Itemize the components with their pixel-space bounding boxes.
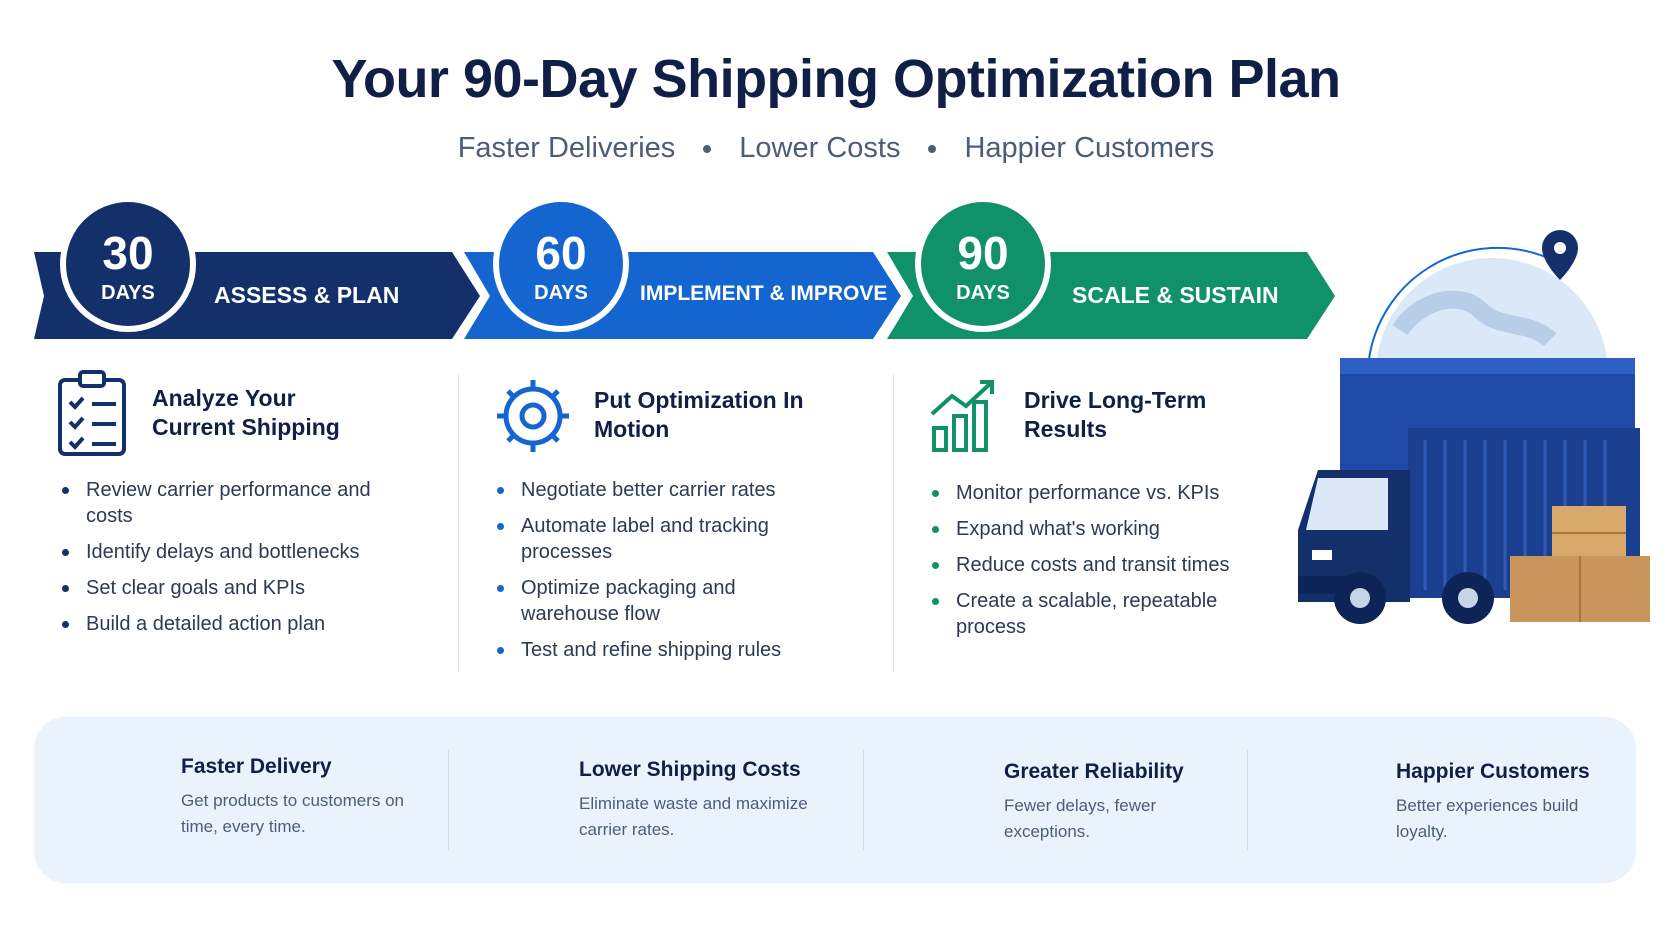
phase-label: SCALE & SUSTAIN <box>1072 282 1279 308</box>
separator <box>928 145 937 154</box>
circle <box>921 202 1045 326</box>
benefit-text: Fewer delays, fewer exceptions. <box>1004 796 1157 841</box>
bullet-item: Test and refine shipping rules <box>495 637 825 663</box>
clipboard-icon <box>58 370 126 456</box>
bullet-item: Reduce costs and transit times <box>930 552 1260 578</box>
benefit-text: Eliminate waste and maximize carrier rat… <box>579 794 808 839</box>
benefit-text: Better experiences build loyalty. <box>1396 796 1579 841</box>
bullet-list: Negotiate better carrier rates Automate l… <box>495 477 825 673</box>
column-heading: Analyze Your Current Shipping <box>152 385 340 440</box>
bullet-item: Automate label and tracking processes <box>495 513 825 565</box>
benefit-text: Get products to customers on time, every… <box>181 791 404 836</box>
bullet-item: Negotiate better carrier rates <box>495 477 825 503</box>
phase-label: ASSESS & PLAN <box>214 282 400 308</box>
title: Your 90-Day Shipping Optimization Plan <box>331 49 1341 109</box>
phase-unit: DAYS <box>534 282 588 304</box>
bullet-item: Monitor performance vs. KPIs <box>930 480 1260 506</box>
phase-number: 30 <box>102 227 154 279</box>
column-heading: Drive Long-Term Results <box>1024 387 1207 442</box>
benefit-title: Faster Delivery <box>181 755 332 778</box>
column-heading: Put Optimization In Motion <box>594 387 804 442</box>
subtitle-item: Lower Costs <box>739 132 901 164</box>
phase-number: 60 <box>535 227 587 279</box>
truck-illustration <box>1298 230 1650 624</box>
divider <box>448 750 449 850</box>
bullet-item: Set clear goals and KPIs <box>60 575 380 601</box>
bullet-item: Optimize packaging and warehouse flow <box>495 575 825 627</box>
bullet-item: Build a detailed action plan <box>60 611 380 637</box>
divider <box>863 750 864 850</box>
separator <box>703 145 712 154</box>
divider <box>893 375 894 672</box>
phase-unit: DAYS <box>101 282 155 304</box>
gear-icon <box>497 380 569 452</box>
phase-unit: DAYS <box>956 282 1010 304</box>
phase-number: 90 <box>957 227 1009 279</box>
subtitle: Faster Deliveries Lower Costs Happier Cust… <box>0 132 1672 165</box>
bullet-item: Identify delays and bottlenecks <box>60 539 380 565</box>
divider <box>1247 750 1248 850</box>
circle <box>66 202 190 326</box>
growth-icon <box>930 380 994 452</box>
bullet-item: Expand what's working <box>930 516 1260 542</box>
bullet-list: Review carrier performance and costs Iden… <box>60 477 380 647</box>
subtitle-item: Happier Customers <box>964 132 1215 164</box>
benefit-title: Greater Reliability <box>1004 760 1184 783</box>
circle <box>499 202 623 326</box>
benefit-title: Lower Shipping Costs <box>579 758 801 781</box>
bullet-item: Create a scalable, repeatable process <box>930 588 1260 640</box>
benefit-title: Happier Customers <box>1396 760 1590 783</box>
bullet-list: Monitor performance vs. KPIs Expand what'… <box>930 480 1260 650</box>
subtitle-item: Faster Deliveries <box>457 132 676 164</box>
divider <box>458 375 459 672</box>
bullet-item: Review carrier performance and costs <box>60 477 380 529</box>
phase-label: IMPLEMENT & IMPROVE <box>640 282 888 305</box>
benefits-panel <box>34 717 1636 883</box>
